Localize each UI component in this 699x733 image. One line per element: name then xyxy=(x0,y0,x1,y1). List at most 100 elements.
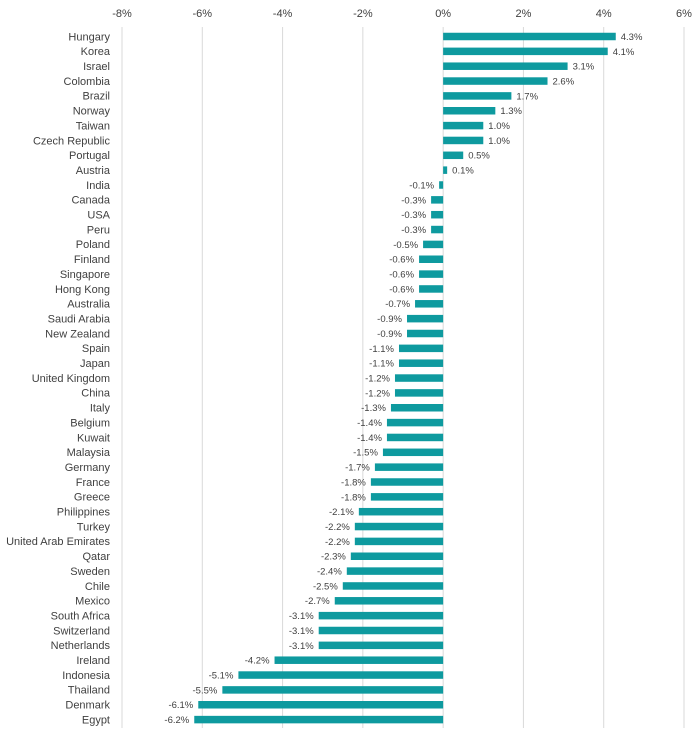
category-label: Turkey xyxy=(77,521,111,533)
data-label: -1.8% xyxy=(341,477,366,488)
category-label: New Zealand xyxy=(45,328,110,340)
x-tick-label: -6% xyxy=(193,8,213,20)
data-label: -0.5% xyxy=(393,240,418,251)
category-label: Brazil xyxy=(82,91,110,103)
category-label: Peru xyxy=(87,224,110,236)
data-label: -0.9% xyxy=(377,314,402,325)
category-label: China xyxy=(81,388,111,400)
data-label: -5.5% xyxy=(193,685,218,696)
bar xyxy=(443,107,496,115)
data-label: -2.2% xyxy=(325,537,350,548)
data-label: -1.5% xyxy=(353,448,378,459)
bar xyxy=(394,389,444,397)
category-label: Australia xyxy=(67,299,111,311)
data-labels: 4.3% 4.1% 3.1% 2.6% 1.7% 1.3% 1.0% 1.0% 0.5% 0.1%… xyxy=(164,32,643,726)
category-label: Switzerland xyxy=(53,625,110,637)
data-label: -0.3% xyxy=(401,210,426,221)
category-label: Italy xyxy=(90,403,111,415)
bar xyxy=(358,507,444,516)
data-label: -2.3% xyxy=(321,552,346,563)
data-label: -1.7% xyxy=(345,463,370,474)
bar xyxy=(334,597,444,605)
data-label: 4.3% xyxy=(621,32,643,43)
bar xyxy=(386,418,444,427)
x-tick-label: -2% xyxy=(353,8,373,20)
category-label: Greece xyxy=(74,492,110,504)
bar xyxy=(350,552,444,560)
category-label: Denmark xyxy=(65,700,110,712)
bar xyxy=(415,300,444,308)
category-label: Qatar xyxy=(82,551,110,563)
category-label: Hong Kong xyxy=(55,284,110,296)
category-label: Netherlands xyxy=(51,640,111,652)
category-label: Thailand xyxy=(68,685,110,697)
category-label: Philippines xyxy=(57,507,111,519)
category-label: Portugal xyxy=(69,150,110,162)
bar xyxy=(346,567,444,575)
category-label: Malaysia xyxy=(67,447,111,459)
category-label: Germany xyxy=(65,462,111,474)
x-tick-label: 0% xyxy=(435,8,451,20)
data-label: -1.1% xyxy=(369,344,394,355)
bar xyxy=(431,196,444,204)
bar xyxy=(407,329,444,338)
category-label: Kuwait xyxy=(77,432,110,444)
data-label: -6.2% xyxy=(164,715,189,726)
data-label: 0.5% xyxy=(468,151,490,162)
data-label: -0.3% xyxy=(401,225,426,236)
bar xyxy=(394,374,444,382)
bar xyxy=(354,522,444,531)
bar xyxy=(407,314,444,323)
bar xyxy=(443,77,548,85)
data-label: -1.4% xyxy=(357,418,382,429)
data-label: -1.2% xyxy=(365,373,390,384)
data-label: -1.8% xyxy=(341,492,366,503)
bar xyxy=(222,686,444,694)
data-label: -2.2% xyxy=(325,522,350,533)
category-label: Chile xyxy=(85,581,110,593)
data-label: -5.1% xyxy=(209,670,234,681)
bar xyxy=(443,151,464,160)
category-label: Mexico xyxy=(75,596,110,608)
bar xyxy=(443,62,568,70)
bar xyxy=(370,493,444,501)
data-label: -1.1% xyxy=(369,359,394,370)
data-label: 1.7% xyxy=(516,91,538,102)
bar xyxy=(443,136,484,145)
x-tick-label: 4% xyxy=(596,8,612,20)
bar xyxy=(443,32,616,41)
data-label: -2.4% xyxy=(317,567,342,578)
bar xyxy=(439,181,444,189)
category-label: United Arab Emirates xyxy=(6,536,110,548)
bar xyxy=(354,537,444,546)
data-label: -1.2% xyxy=(365,388,390,399)
data-label: -0.6% xyxy=(389,270,414,281)
category-label: Saudi Arabia xyxy=(48,313,111,325)
bar xyxy=(382,448,444,457)
data-label: -0.7% xyxy=(385,299,410,310)
data-label: 2.6% xyxy=(553,76,575,87)
data-label: -0.9% xyxy=(377,329,402,340)
bar xyxy=(318,611,444,620)
bar xyxy=(431,210,444,219)
data-label: -3.1% xyxy=(289,626,314,637)
category-label: Canada xyxy=(71,195,110,207)
data-label: 4.1% xyxy=(613,47,635,58)
x-tick-label: 6% xyxy=(676,8,692,20)
data-label: -0.1% xyxy=(409,180,434,191)
bar xyxy=(443,92,512,100)
data-label: 1.0% xyxy=(488,136,510,147)
data-label: 1.0% xyxy=(488,121,510,132)
x-tick-label: 2% xyxy=(515,8,531,20)
bar xyxy=(318,626,444,635)
data-label: -4.2% xyxy=(245,656,270,667)
bar xyxy=(398,344,444,353)
category-label: Taiwan xyxy=(76,120,110,132)
category-label: Egypt xyxy=(82,714,110,726)
bar xyxy=(374,463,444,471)
data-label: -0.3% xyxy=(401,195,426,206)
category-label: Hungary xyxy=(68,31,110,43)
bar xyxy=(398,359,444,367)
bar xyxy=(443,47,608,56)
bar xyxy=(198,701,444,709)
